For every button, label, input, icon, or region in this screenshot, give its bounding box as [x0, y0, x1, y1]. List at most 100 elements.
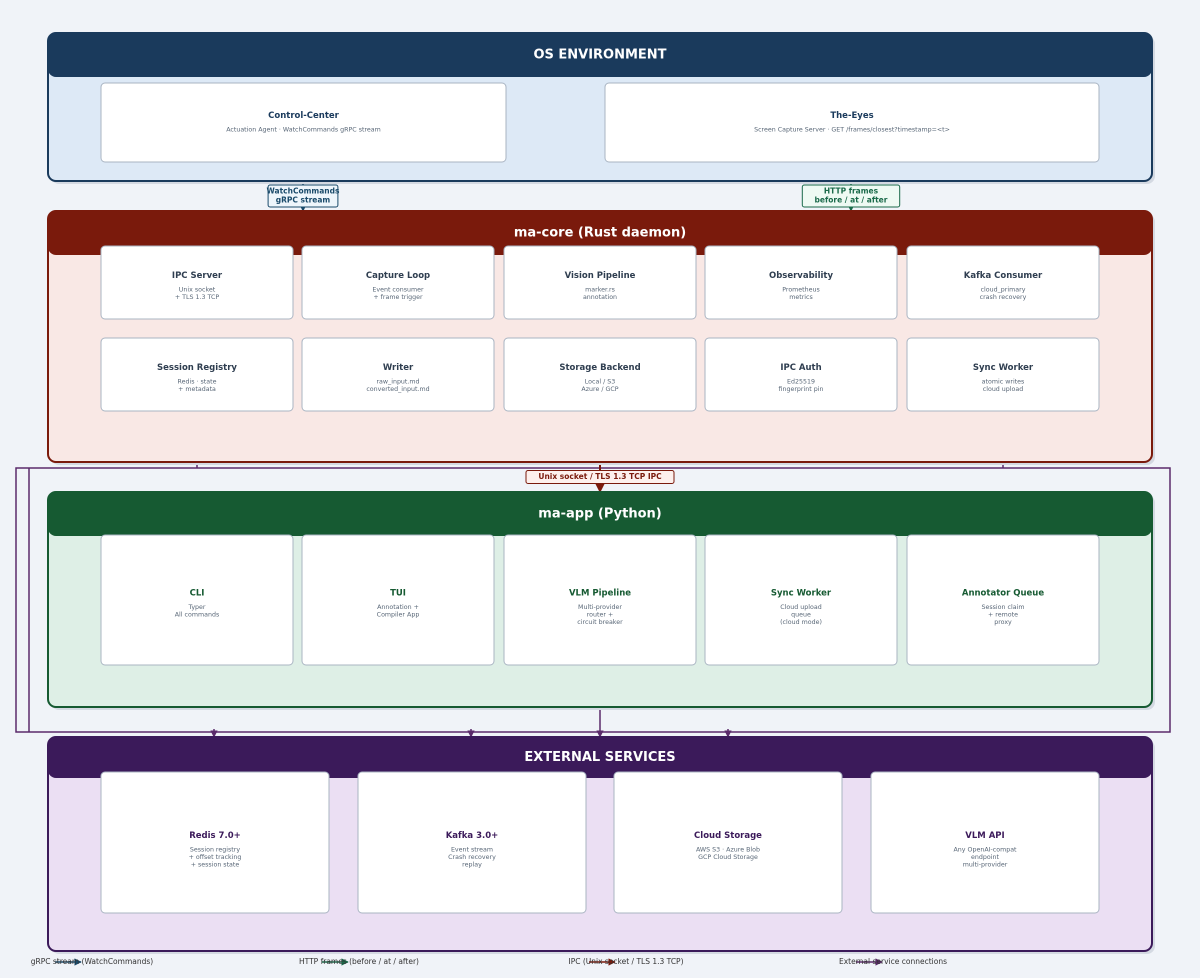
- edge-label-text: HTTP frames: [824, 187, 879, 196]
- node-box: [100, 245, 294, 320]
- node-title: Observability: [769, 271, 833, 281]
- node: VLM API Any OpenAI-compatendpointmulti-pr…: [870, 771, 1100, 914]
- layer-title: OS ENVIRONMENT: [533, 48, 666, 63]
- legend-item: IPC (Unix socket / TLS 1.3 TCP): [568, 957, 683, 966]
- node-desc: Event consumer: [372, 287, 424, 294]
- node-desc: Unix socket: [179, 287, 216, 294]
- node-box: [613, 771, 843, 914]
- edge-label-text: before / at / after: [815, 196, 888, 205]
- legend-item: External service connections: [839, 957, 947, 966]
- layer-header: [48, 211, 1152, 255]
- node-desc: All commands: [175, 612, 220, 619]
- node-desc: Screen Capture Server · GET /frames/clos…: [754, 127, 950, 134]
- node-title: IPC Auth: [780, 363, 821, 373]
- node-title: VLM API: [965, 831, 1004, 841]
- node-desc: + metadata: [178, 386, 216, 393]
- node-box: [357, 771, 587, 914]
- node-title: CLI: [190, 589, 205, 599]
- node-desc: Compiler App: [377, 612, 420, 619]
- node-desc: atomic writes: [982, 379, 1025, 386]
- node-desc: Redis · state: [178, 379, 217, 386]
- node-title: Kafka Consumer: [964, 271, 1043, 281]
- node-title: The-Eyes: [830, 111, 873, 121]
- node-box: [100, 82, 507, 163]
- node-desc: Multi-provider: [578, 604, 622, 611]
- node-desc: router +: [587, 612, 614, 619]
- node-desc: Annotation +: [377, 604, 419, 611]
- layer: OS ENVIRONMENT Control-Center Actuation Ag…: [47, 32, 1155, 184]
- node-desc: cloud upload: [983, 386, 1024, 393]
- legend-label: gRPC stream (WatchCommands): [31, 957, 154, 966]
- layer-header: [48, 492, 1152, 536]
- edge-label-box: [801, 184, 901, 208]
- node-desc: metrics: [789, 294, 813, 301]
- node-title: Vision Pipeline: [565, 271, 636, 281]
- node-box: [503, 534, 697, 666]
- node-title: Session Registry: [157, 363, 237, 373]
- legend-label: External service connections: [839, 957, 947, 966]
- node-title: Cloud Storage: [694, 831, 762, 841]
- node-box: [301, 534, 495, 666]
- node-desc: crash recovery: [980, 294, 1027, 301]
- node-desc: circuit breaker: [577, 619, 623, 626]
- node-title: Sync Worker: [973, 363, 1034, 373]
- node-desc: annotation: [583, 294, 617, 301]
- node: Control-Center Actuation Agent · WatchCom…: [100, 82, 507, 163]
- node-desc: fingerprint pin: [779, 386, 824, 393]
- node-title: Writer: [383, 363, 414, 373]
- node-desc: marker.rs: [585, 287, 615, 294]
- node-desc: Any OpenAI-compat: [953, 847, 1017, 854]
- legend-label: HTTP frames (before / at / after): [299, 957, 419, 966]
- node-box: [906, 337, 1100, 412]
- node-box: [301, 337, 495, 412]
- node: TUI Annotation +Compiler App: [301, 534, 495, 666]
- node: Session Registry Redis · state+ metadata: [100, 337, 294, 412]
- edge-label: Unix socket / TLS 1.3 TCP IPC: [525, 470, 675, 484]
- node-box: [100, 534, 294, 666]
- legend-label: IPC (Unix socket / TLS 1.3 TCP): [568, 957, 683, 966]
- node-title: IPC Server: [172, 271, 223, 281]
- node-box: [704, 245, 898, 320]
- node: Capture Loop Event consumer+ frame trigge…: [301, 245, 495, 320]
- edge-label-text: gRPC stream: [276, 196, 331, 205]
- node-desc: replay: [462, 862, 482, 869]
- node-box: [906, 245, 1100, 320]
- edge-label-text: Unix socket / TLS 1.3 TCP IPC: [538, 472, 662, 481]
- node: IPC Server Unix socket+ TLS 1.3 TCP: [100, 245, 294, 320]
- node-box: [704, 534, 898, 666]
- node-desc: queue: [791, 612, 811, 619]
- node-desc: AWS S3 · Azure Blob: [696, 847, 760, 854]
- node-title: Sync Worker: [771, 589, 832, 599]
- edge-label-box: [267, 184, 339, 208]
- layer: EXTERNAL SERVICES Redis 7.0+ Session regis…: [47, 736, 1155, 954]
- edge-label-box: [525, 470, 675, 484]
- layer-header: [48, 33, 1152, 77]
- node-desc: Ed25519: [787, 379, 815, 386]
- node-box: [870, 771, 1100, 914]
- node-box: [906, 534, 1100, 666]
- node-desc: + offset tracking: [189, 854, 242, 861]
- node-desc: + TLS 1.3 TCP: [175, 294, 220, 301]
- node-desc: + remote: [988, 612, 1018, 619]
- node-title: Control-Center: [268, 111, 340, 121]
- node-desc: Actuation Agent · WatchCommands gRPC str…: [226, 127, 381, 134]
- legend-item: gRPC stream (WatchCommands): [31, 957, 154, 966]
- node-desc: Session claim: [982, 604, 1025, 611]
- node-title: Annotator Queue: [962, 589, 1044, 599]
- layer-title: EXTERNAL SERVICES: [524, 750, 675, 765]
- ext-bracket: [15, 467, 1171, 733]
- node-box: [301, 245, 495, 320]
- node: The-Eyes Screen Capture Server · GET /fra…: [604, 82, 1100, 163]
- legend-item: HTTP frames (before / at / after): [299, 957, 419, 966]
- node-title: VLM Pipeline: [569, 589, 631, 599]
- node-desc: converted_input.md: [366, 386, 429, 393]
